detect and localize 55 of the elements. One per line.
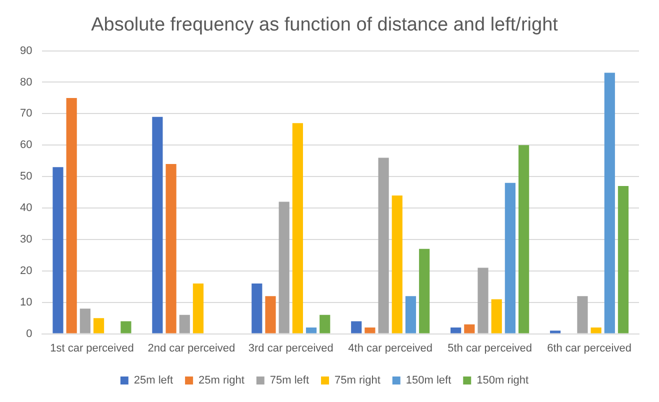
- y-tick-label: 20: [20, 264, 32, 277]
- bar: [252, 283, 262, 334]
- x-tick-label: 4th car perceived: [348, 342, 433, 354]
- legend-label: 25m left: [134, 374, 174, 387]
- bar: [364, 328, 376, 334]
- bar: [166, 164, 176, 334]
- x-tick-label: 1st car perceived: [50, 342, 134, 354]
- x-tick-label: 5th car perceived: [448, 342, 532, 354]
- bar: [577, 296, 588, 334]
- x-tick-label: 3rd car perceived: [248, 342, 334, 354]
- bar: [450, 328, 462, 334]
- bar: [80, 308, 90, 334]
- bar: [152, 116, 163, 334]
- y-tick-label: 70: [20, 108, 32, 120]
- y-tick-label: 50: [20, 170, 32, 183]
- bar: [66, 98, 77, 334]
- y-tick-label: 60: [20, 139, 32, 152]
- bar: [518, 145, 530, 334]
- x-tick-label: 6th car perceived: [547, 342, 632, 354]
- legend-label: 25m right: [198, 374, 244, 387]
- legend-label: 75m left: [270, 374, 310, 387]
- bar: [265, 296, 276, 334]
- bar: [604, 72, 615, 334]
- legend-label: 150m left: [406, 374, 452, 387]
- x-tick-label: 2nd car perceived: [148, 342, 236, 354]
- y-tick-label: 0: [26, 328, 32, 340]
- bar: [419, 248, 430, 334]
- bar: [478, 268, 488, 334]
- bar: [504, 182, 516, 334]
- legend-label: 75m right: [334, 374, 380, 387]
- bar: [320, 314, 330, 334]
- chart-title: Absolute frequency as function of distance and left/right: [91, 14, 559, 36]
- legend-label: 150m right: [476, 374, 529, 387]
- bar: [550, 330, 561, 334]
- bar: [392, 195, 402, 334]
- bar: [378, 158, 389, 334]
- y-tick-label: 30: [20, 234, 32, 246]
- bar: [405, 296, 416, 334]
- y-tick-label: 40: [20, 202, 32, 214]
- bar: [192, 283, 204, 334]
- bar: [278, 202, 290, 334]
- bar: [292, 123, 303, 334]
- bar: [590, 328, 602, 334]
- y-tick-label: 90: [20, 44, 32, 57]
- bar: [306, 328, 317, 334]
- y-tick-label: 80: [20, 76, 32, 88]
- bar: [464, 324, 475, 334]
- bar: [491, 299, 502, 334]
- bar: [93, 318, 104, 334]
- bar: [618, 186, 629, 334]
- bar: [179, 314, 190, 334]
- bar: [52, 167, 64, 334]
- bar: [120, 321, 132, 334]
- bar: [351, 321, 362, 334]
- y-tick-label: 10: [20, 296, 32, 308]
